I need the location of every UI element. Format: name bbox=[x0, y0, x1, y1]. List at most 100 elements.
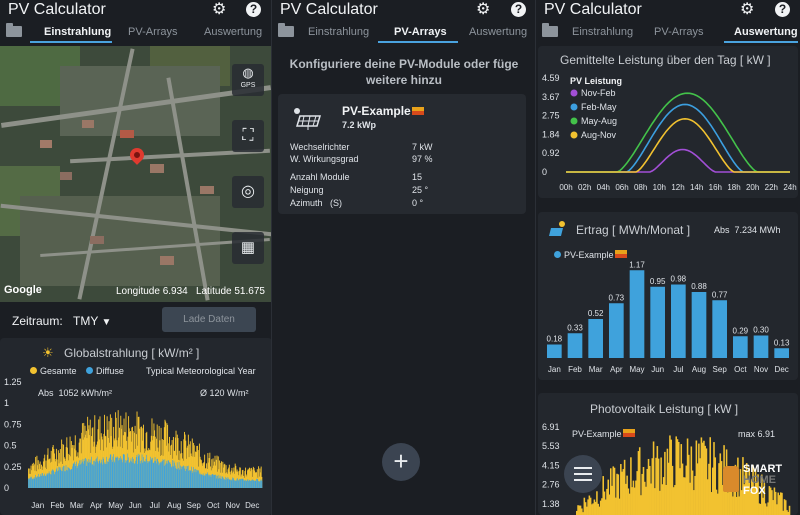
diffuse-bar bbox=[170, 464, 172, 488]
diffuse-bar bbox=[258, 480, 260, 488]
diffuse-bar bbox=[132, 462, 134, 488]
total-bar bbox=[204, 454, 206, 488]
tab-pv-arrays[interactable]: PV-Arrays bbox=[128, 26, 178, 38]
total-bar bbox=[30, 465, 32, 488]
total-bar bbox=[133, 432, 135, 488]
tab-auswertung[interactable]: Auswertung bbox=[734, 26, 798, 38]
total-bar bbox=[222, 461, 224, 488]
tab-einstrahlung[interactable]: Einstrahlung bbox=[44, 26, 112, 38]
load-data-button[interactable]: Lade Daten bbox=[162, 307, 256, 332]
pv-power-bar bbox=[695, 440, 698, 515]
tab-einstrahlung[interactable]: Einstrahlung bbox=[572, 26, 634, 38]
pv-power-bar bbox=[784, 500, 787, 515]
yield-bar bbox=[609, 303, 624, 358]
total-bar bbox=[253, 468, 255, 488]
pv-power-bar bbox=[703, 440, 705, 515]
pv-power-bar bbox=[664, 451, 666, 515]
diffuse-bar bbox=[175, 468, 177, 488]
pv-array-card[interactable]: PV-Example 7.2 kWp Wechselrichter 7 kW W… bbox=[278, 94, 526, 214]
pv-power-bar bbox=[576, 510, 578, 515]
help-icon[interactable]: ? bbox=[775, 2, 790, 17]
pv-power-bar bbox=[759, 503, 762, 515]
diffuse-bar bbox=[38, 473, 40, 488]
diffuse-bar bbox=[259, 481, 261, 488]
yield-bar bbox=[671, 284, 686, 358]
diffuse-bar bbox=[94, 460, 96, 488]
x-tick-label: Oct bbox=[207, 501, 220, 510]
total-bar bbox=[117, 410, 119, 488]
y-tick-label: 0 bbox=[4, 483, 9, 493]
diffuse-bar bbox=[46, 473, 48, 488]
gear-icon[interactable]: ⚙ bbox=[740, 1, 755, 18]
irradiance-abs: Abs 1052 kWh/m² bbox=[38, 388, 113, 398]
help-icon[interactable]: ? bbox=[511, 2, 526, 17]
gear-icon[interactable]: ⚙ bbox=[476, 1, 491, 18]
diffuse-bar bbox=[225, 479, 227, 488]
pv-power-bar bbox=[786, 510, 788, 515]
location-pin-icon[interactable] bbox=[127, 145, 147, 165]
fullscreen-icon[interactable]: ⛶ bbox=[232, 120, 264, 152]
y-tick-label: 1.38 bbox=[542, 499, 560, 509]
diffuse-bar bbox=[106, 456, 107, 488]
total-bar bbox=[209, 452, 211, 488]
diffuse-bar bbox=[104, 462, 106, 488]
folder-icon[interactable] bbox=[278, 23, 294, 37]
diffuse-bar bbox=[161, 461, 163, 488]
gps-button[interactable]: ◍ GPS bbox=[232, 64, 264, 96]
total-bar bbox=[165, 421, 167, 488]
folder-icon[interactable] bbox=[542, 23, 558, 37]
tab-auswertung[interactable]: Auswertung bbox=[469, 26, 528, 38]
folder-icon[interactable] bbox=[6, 23, 22, 37]
x-tick-label: 20h bbox=[746, 183, 759, 192]
satellite-map[interactable]: ◍ GPS ⛶ ◎ ▦ Google Longitude 6.934 Latit… bbox=[0, 46, 272, 302]
add-array-button[interactable]: + bbox=[382, 443, 420, 481]
tab-einstrahlung[interactable]: Einstrahlung bbox=[308, 26, 370, 38]
total-bar bbox=[180, 441, 182, 488]
tab-pv-arrays[interactable]: PV-Arrays bbox=[654, 26, 704, 38]
diffuse-bar bbox=[102, 457, 104, 488]
diffuse-bar bbox=[42, 475, 44, 488]
pv-power-bar bbox=[596, 491, 598, 515]
total-bar bbox=[193, 442, 195, 488]
pv-power-bar bbox=[638, 447, 641, 515]
x-tick-label: Aug bbox=[167, 501, 181, 510]
diffuse-bar bbox=[84, 458, 86, 488]
help-icon[interactable]: ? bbox=[246, 2, 261, 17]
y-tick-label: 4.15 bbox=[542, 460, 560, 470]
panel-auswertung: PV Calculator ⚙ ? Einstrahlung PV-Arrays… bbox=[536, 0, 800, 515]
diffuse-bar bbox=[73, 463, 75, 488]
diffuse-bar bbox=[226, 477, 228, 488]
pv-power-bar bbox=[670, 439, 672, 515]
diffuse-bar bbox=[228, 478, 230, 488]
pv-power-bar bbox=[584, 502, 587, 515]
legend-label: Aug-Nov bbox=[581, 130, 617, 140]
gear-icon[interactable]: ⚙ bbox=[212, 1, 227, 18]
pv-power-bar bbox=[688, 454, 690, 515]
zeitraum-select[interactable]: TMY ▼ bbox=[73, 314, 111, 328]
pv-power-bar bbox=[756, 482, 758, 515]
tab-pv-arrays[interactable]: PV-Arrays bbox=[394, 26, 447, 38]
menu-button[interactable] bbox=[564, 455, 602, 493]
compass-icon[interactable]: ◎ bbox=[232, 176, 264, 208]
total-bar bbox=[121, 425, 123, 488]
diffuse-bar bbox=[169, 462, 171, 488]
total-bar bbox=[132, 431, 134, 488]
bar-data-label: 0.88 bbox=[691, 282, 707, 291]
total-bar bbox=[236, 471, 237, 488]
total-bar bbox=[84, 425, 86, 488]
tab-auswertung[interactable]: Auswertung bbox=[204, 26, 263, 38]
diffuse-bar bbox=[90, 462, 92, 488]
diffuse-bar bbox=[245, 479, 247, 488]
map-layers-icon[interactable]: ▦ bbox=[232, 232, 264, 264]
panel-einstrahlung: PV Calculator ⚙ ? Einstrahlung PV-Arrays… bbox=[0, 0, 272, 515]
diffuse-bar bbox=[116, 457, 118, 488]
total-bar bbox=[52, 447, 53, 488]
diffuse-bar bbox=[205, 473, 207, 488]
diffuse-bar bbox=[41, 475, 42, 488]
diffuse-bar bbox=[261, 480, 263, 488]
diffuse-bar bbox=[220, 478, 222, 488]
x-tick-label: Jun bbox=[129, 501, 142, 510]
total-bar bbox=[219, 462, 221, 488]
pv-power-bar bbox=[685, 465, 688, 515]
total-bar bbox=[35, 456, 37, 488]
